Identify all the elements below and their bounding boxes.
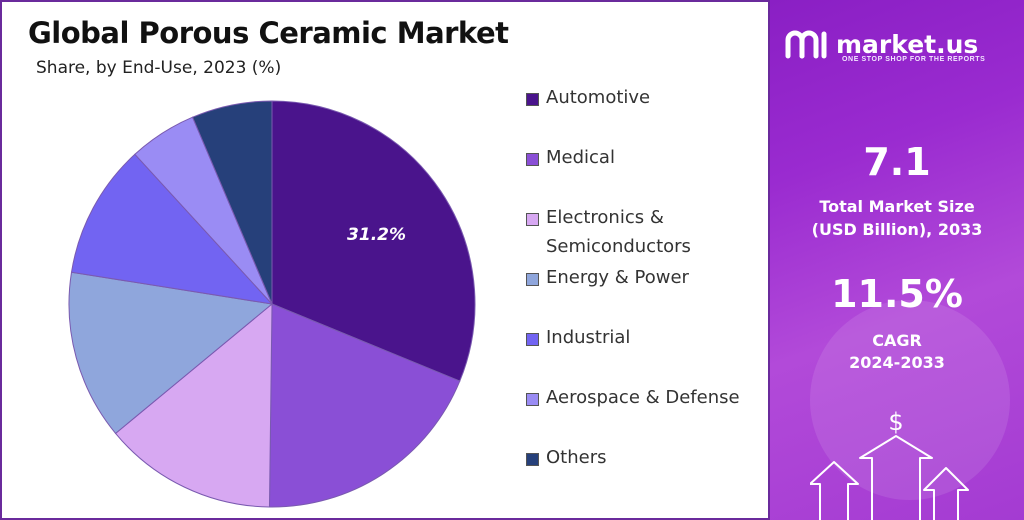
pie-slice-others	[191, 100, 273, 305]
brand: market.us	[784, 28, 978, 60]
chart-card: Global Porous Ceramic Market Share, by E…	[0, 0, 770, 520]
legend-label: Aerospace & Defense	[546, 383, 740, 412]
legend-item: Industrial	[526, 327, 630, 352]
market-size-label-2: (USD Billion), 2033	[811, 220, 983, 239]
legend-label-line: Electronics &	[546, 207, 664, 228]
chart-title: Global Porous Ceramic Market	[28, 16, 509, 50]
dollar-symbol-icon: $	[888, 408, 903, 436]
chart-subtitle: Share, by End-Use, 2023 (%)	[36, 58, 282, 78]
legend-swatch	[526, 333, 539, 346]
legend-swatch	[526, 153, 539, 166]
pie-slice-automotive	[271, 100, 476, 382]
legend-swatch	[526, 273, 539, 286]
legend-label-line: Medical	[546, 147, 615, 168]
market-size-value: 7.1	[863, 140, 931, 184]
market-us-logo-icon	[785, 30, 827, 59]
legend-label-line: Industrial	[546, 327, 631, 348]
cagr-period: 2024-2033	[849, 353, 945, 372]
pie-slice-industrial	[70, 153, 274, 305]
market-size-label-1: Total Market Size	[819, 197, 975, 216]
legend-item: Others	[526, 447, 607, 472]
summary-panel: market.us ONE STOP SHOP FOR THE REPORTS …	[770, 0, 1024, 520]
legend-swatch	[526, 93, 539, 106]
legend-label: Medical	[546, 143, 615, 172]
pie-slice-energy-power	[68, 271, 274, 435]
cagr-label: CAGR	[872, 331, 922, 350]
brand-name: market.us	[836, 29, 979, 59]
legend-swatch	[526, 453, 539, 466]
legend-label-line: Aerospace & Defense	[546, 387, 740, 408]
legend-label: Industrial	[546, 323, 630, 352]
legend-item: Energy & Power	[526, 267, 689, 292]
brand-tagline: ONE STOP SHOP FOR THE REPORTS	[842, 56, 986, 63]
legend-label: Energy & Power	[546, 263, 689, 292]
legend-swatch	[526, 393, 539, 406]
legend-swatch	[526, 213, 539, 226]
legend-label: Others	[546, 443, 607, 472]
legend-item: Aerospace & Defense	[526, 387, 740, 412]
legend-item: Medical	[526, 147, 615, 172]
cagr-value: 11.5%	[831, 272, 963, 316]
legend-item: Electronics & Semiconductors	[526, 207, 691, 261]
legend-label: Automotive	[546, 83, 650, 112]
legend-label-line: Others	[546, 447, 607, 468]
pie-slice-medical	[268, 303, 461, 508]
legend-label-line: Automotive	[546, 87, 651, 108]
legend-item: Automotive	[526, 87, 650, 112]
pie-data-label: 31.2%	[347, 225, 406, 245]
legend-label: Electronics & Semiconductors	[546, 203, 691, 261]
legend-label-line: Energy & Power	[546, 267, 689, 288]
legend-label-line: Semiconductors	[546, 236, 691, 257]
pie-chart: 31.2%	[68, 100, 476, 508]
growth-arrows-icon: $	[810, 408, 969, 520]
panel-glow	[810, 300, 1010, 500]
pie-slice-electronics-semiconductors	[114, 302, 273, 508]
